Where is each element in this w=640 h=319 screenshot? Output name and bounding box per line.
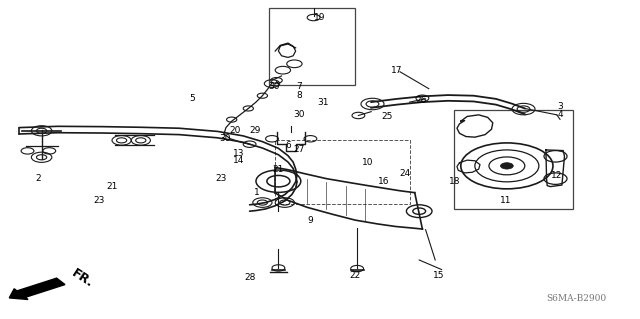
Text: 17: 17 bbox=[391, 66, 403, 75]
Text: 2: 2 bbox=[36, 174, 41, 183]
Text: 15: 15 bbox=[433, 271, 444, 280]
Text: 20: 20 bbox=[230, 126, 241, 135]
Text: 8: 8 bbox=[297, 91, 302, 100]
Text: 30: 30 bbox=[294, 110, 305, 119]
Text: FR.: FR. bbox=[69, 266, 95, 290]
Text: 31: 31 bbox=[317, 98, 329, 107]
Circle shape bbox=[500, 163, 513, 169]
Text: 4: 4 bbox=[557, 110, 563, 119]
Text: 21: 21 bbox=[106, 182, 118, 191]
Text: 14: 14 bbox=[233, 156, 244, 165]
Text: 28: 28 bbox=[244, 273, 255, 282]
Text: 11: 11 bbox=[500, 197, 511, 205]
Text: 7: 7 bbox=[297, 82, 302, 91]
Text: 9: 9 bbox=[308, 216, 313, 225]
Text: 26: 26 bbox=[415, 96, 427, 105]
Text: 27: 27 bbox=[294, 145, 305, 154]
Text: 30: 30 bbox=[219, 134, 230, 143]
Text: 24: 24 bbox=[399, 169, 411, 178]
Text: 1: 1 bbox=[255, 189, 260, 197]
Text: 22: 22 bbox=[349, 271, 361, 280]
Text: 29: 29 bbox=[249, 126, 260, 135]
Bar bbox=[269, 8, 355, 85]
Text: 30: 30 bbox=[268, 82, 280, 91]
Text: 19: 19 bbox=[314, 13, 326, 22]
Text: 10: 10 bbox=[362, 158, 374, 167]
Text: 21: 21 bbox=[273, 165, 284, 174]
Text: 23: 23 bbox=[93, 197, 105, 205]
Text: 5: 5 bbox=[189, 94, 195, 103]
Text: 13: 13 bbox=[233, 149, 244, 158]
Text: 23: 23 bbox=[215, 174, 227, 183]
Text: 6: 6 bbox=[285, 141, 291, 150]
Bar bbox=[454, 110, 573, 209]
Text: 16: 16 bbox=[378, 177, 390, 186]
Text: 18: 18 bbox=[449, 177, 460, 186]
Bar bbox=[275, 140, 410, 204]
Text: 12: 12 bbox=[551, 171, 563, 180]
Text: 3: 3 bbox=[557, 102, 563, 111]
Text: 25: 25 bbox=[381, 112, 392, 121]
Text: S6MA-B2900: S6MA-B2900 bbox=[546, 294, 606, 303]
FancyArrow shape bbox=[10, 278, 65, 300]
